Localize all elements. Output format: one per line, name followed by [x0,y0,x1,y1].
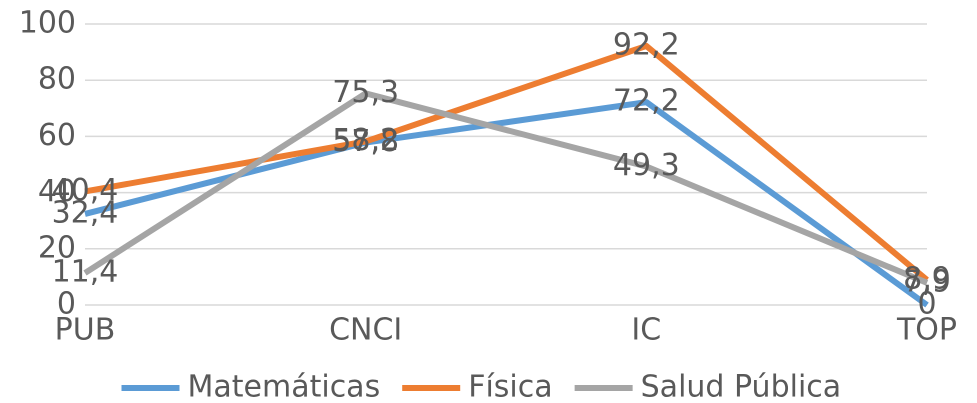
data-label: 0 [917,287,936,322]
y-tick-label: 80 [38,62,76,97]
y-tick-label: 0 [57,287,76,322]
x-tick-label: TOP [896,313,957,348]
series-line [84,42,929,283]
data-label: 49,3 [613,148,680,183]
legend-label: Salud Pública [641,370,842,403]
data-label: 57,8 [332,124,399,159]
x-tick-label: PUB [55,313,116,348]
data-label: 92,2 [613,27,680,62]
data-label: 32,4 [52,195,119,230]
y-tick-label: 60 [38,118,76,153]
data-label: 75,3 [332,75,399,110]
legend-label: Física [468,370,552,403]
x-tick-label: CNCI [329,313,402,348]
data-label: 72,2 [613,84,680,119]
data-label: 7,9 [903,264,951,299]
series-line [83,90,929,286]
y-tick-label: 100 [19,6,76,41]
x-tick-label: IC [631,313,661,348]
data-label: 58,2 [332,123,399,158]
data-label: 40,4 [52,173,119,208]
legend-label: Matemáticas [188,370,381,403]
series-line [84,99,929,308]
data-label: 8,9 [903,261,951,296]
y-tick-label: 20 [38,230,76,265]
data-label: 11,4 [52,254,119,289]
y-tick-label: 40 [38,174,76,209]
